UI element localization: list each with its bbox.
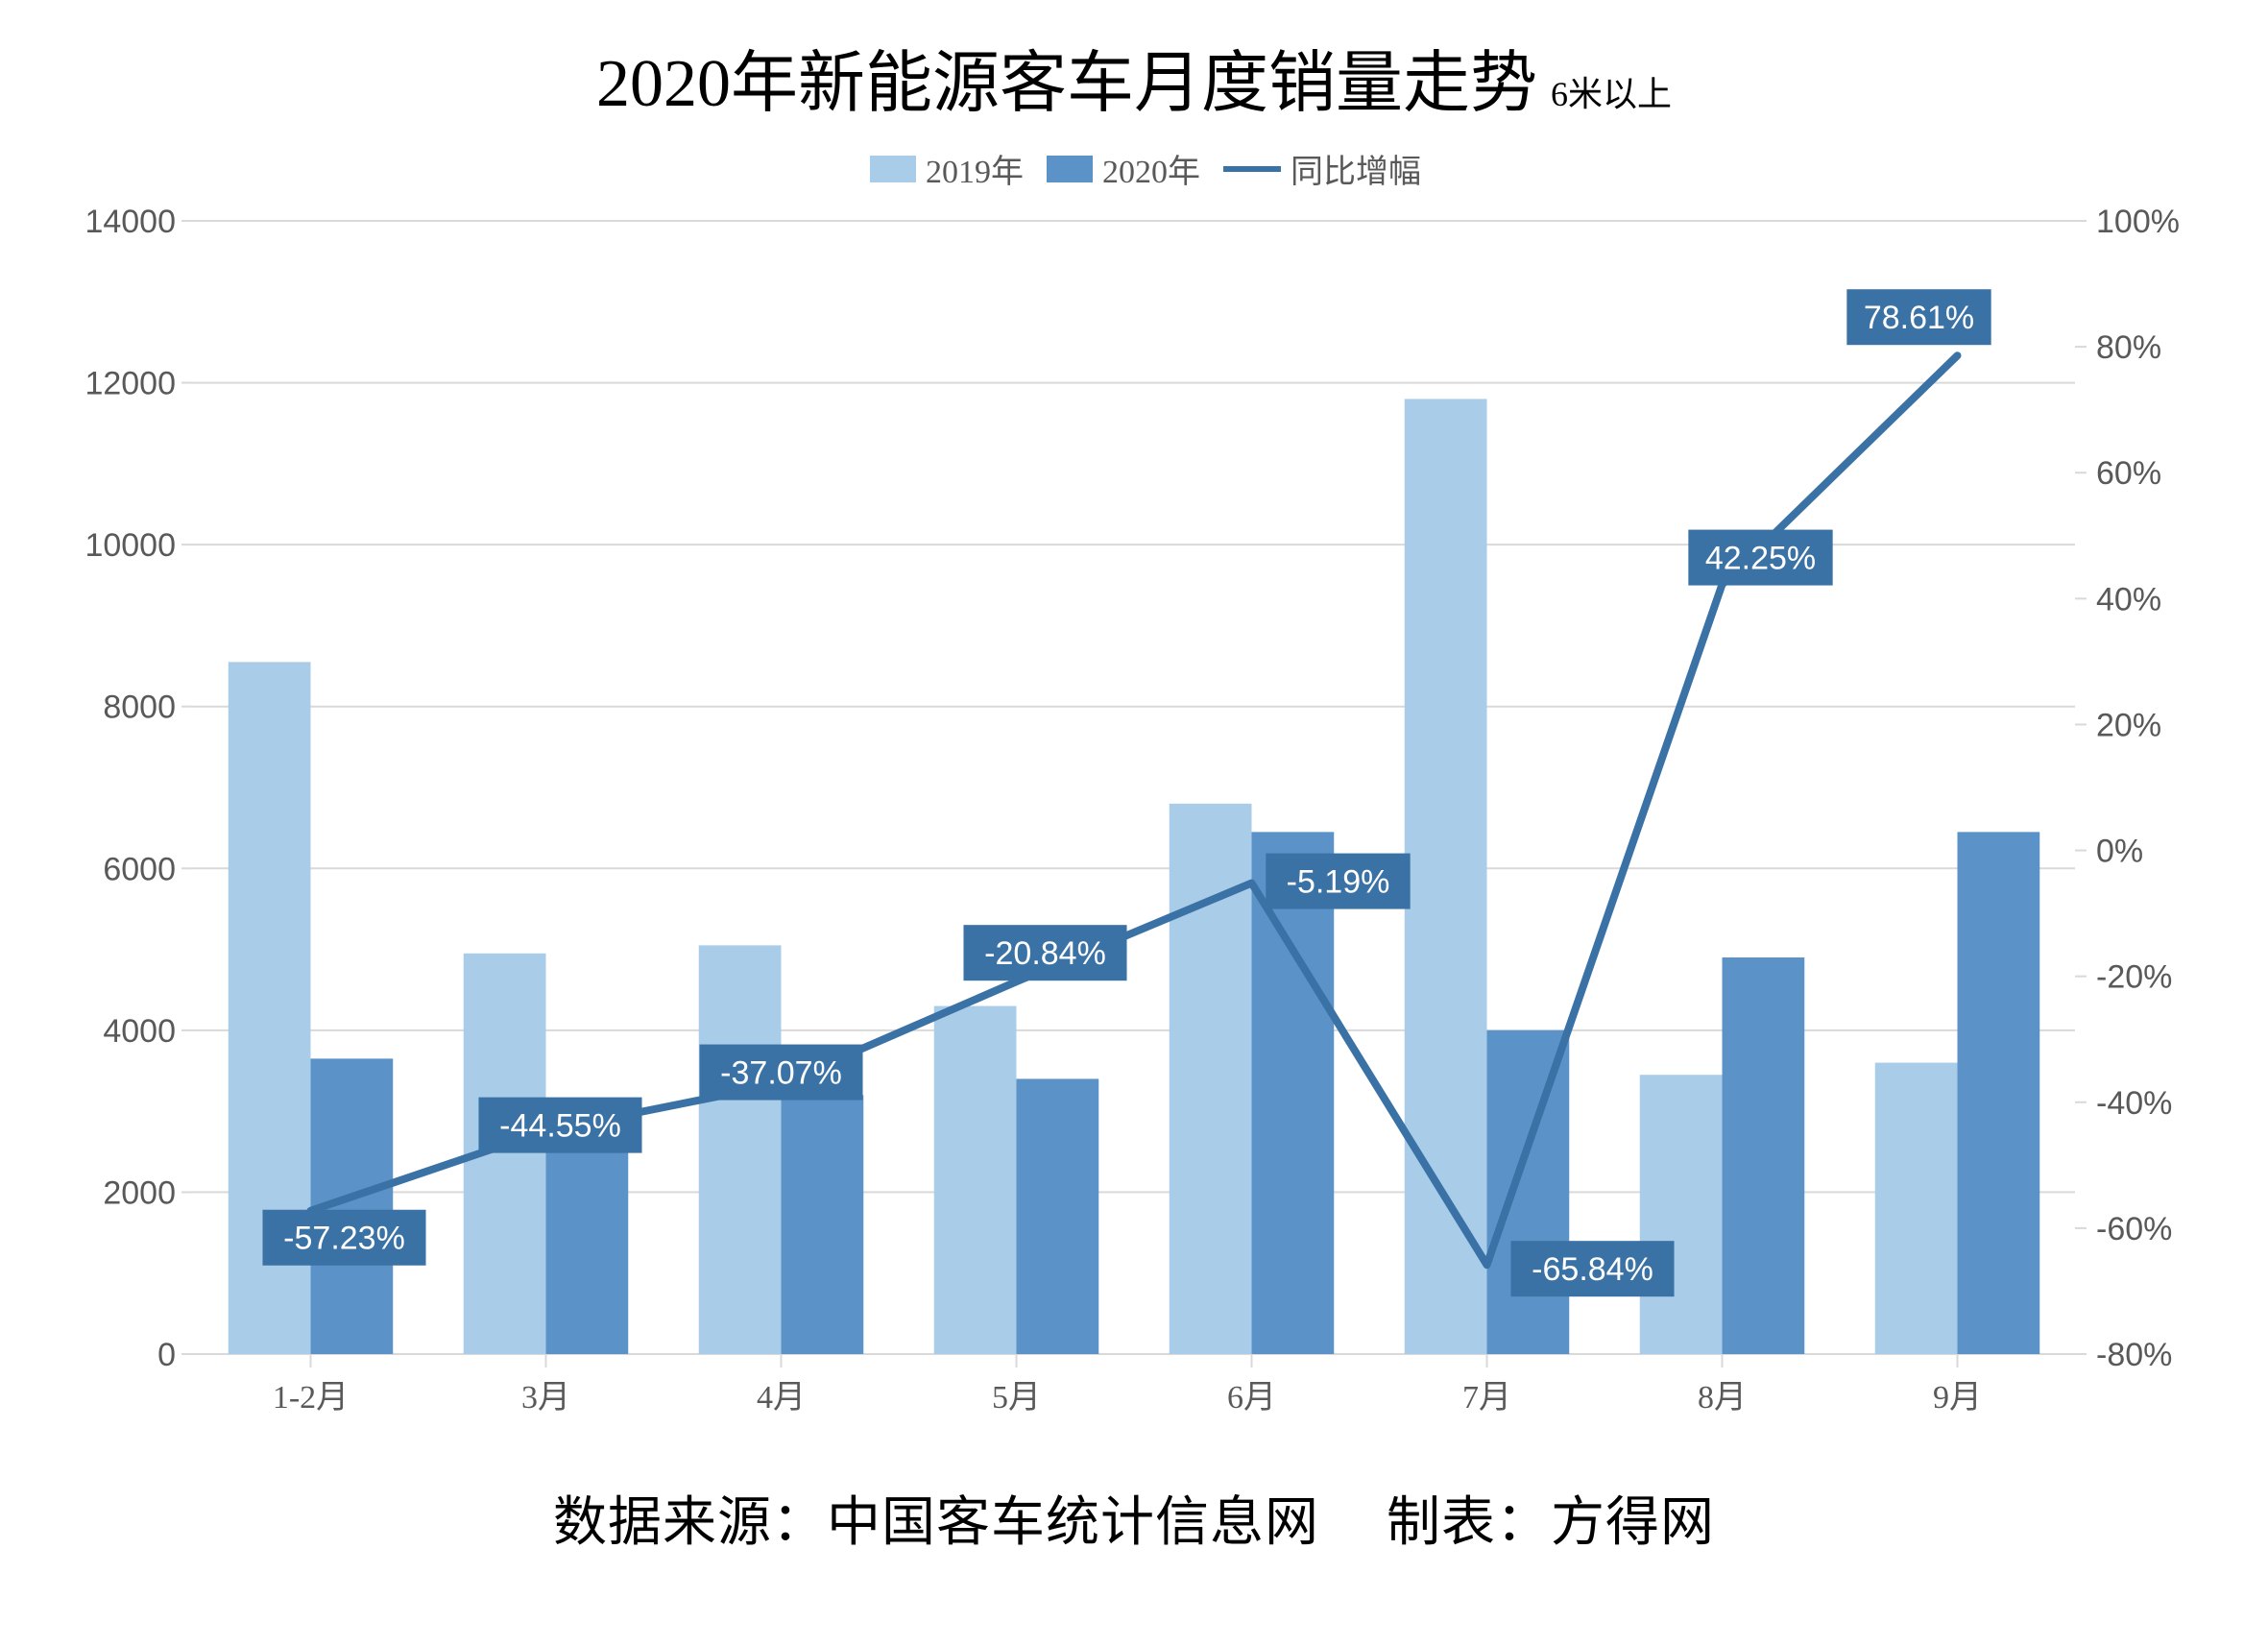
line-data-label: -65.84% xyxy=(1532,1251,1653,1288)
chart-subtitle: 6米以上 xyxy=(1551,75,1672,113)
chart-svg: 0 2000 4000 6000 8000 10000 12000 14000 -80% -60%… xyxy=(59,202,2209,1440)
y-right-tick-label: 0% xyxy=(2096,834,2143,870)
y-right-tick-label: 100% xyxy=(2096,204,2180,240)
y-right-tick-label: -20% xyxy=(2096,959,2172,996)
bar-2019 xyxy=(1640,1075,1723,1354)
y-right-tick-label: -80% xyxy=(2096,1337,2172,1373)
chart-legend: 2019年 2020年 同比增幅 xyxy=(48,145,2220,192)
x-category-label: 3月 xyxy=(521,1380,570,1416)
line-data-label: 78.61% xyxy=(1864,300,1974,336)
y-left-tick-label: 8000 xyxy=(103,690,176,726)
line-data-label: -37.07% xyxy=(720,1054,842,1091)
x-category-label: 7月 xyxy=(1462,1380,1511,1416)
line-data-label: -20.84% xyxy=(984,935,1106,972)
y-left-tick-label: 6000 xyxy=(103,851,176,887)
y-left-tick-label: 14000 xyxy=(84,204,176,240)
y-left-tick-label: 0 xyxy=(157,1337,176,1373)
chart-footer: 数据来源：中国客车统计信息网 制表：方得网 xyxy=(48,1479,2220,1557)
line-data-label: 42.25% xyxy=(1705,540,1816,576)
bar-2019 xyxy=(1405,399,1487,1354)
bar-2019 xyxy=(1875,1063,1958,1354)
footer-source-value: 中国客车统计信息网 xyxy=(827,1493,1319,1553)
footer-source-label: 数据来源： xyxy=(553,1493,827,1553)
chart-plot: 0 2000 4000 6000 8000 10000 12000 14000 -80% -60%… xyxy=(59,202,2209,1440)
footer-maker-value: 方得网 xyxy=(1551,1493,1715,1553)
chart-title-row: 2020年新能源客车月度销量走势 6米以上 xyxy=(48,29,2220,126)
line-data-label: -44.55% xyxy=(499,1108,621,1145)
bar-2020 xyxy=(546,1131,629,1354)
legend-swatch xyxy=(1047,156,1093,182)
legend-label: 同比增幅 xyxy=(1291,155,1421,190)
line-data-label: -5.19% xyxy=(1287,863,1390,900)
bar-2019 xyxy=(699,945,782,1354)
x-category-label: 1-2月 xyxy=(273,1380,349,1416)
x-category-label: 4月 xyxy=(757,1380,806,1416)
footer-maker-label: 制表： xyxy=(1387,1493,1551,1553)
y-right-tick-label: -40% xyxy=(2096,1085,2172,1122)
y-right-tick-label: 20% xyxy=(2096,707,2161,743)
y-left-tick-label: 12000 xyxy=(84,366,176,402)
chart-title: 2020年新能源客车月度销量走势 xyxy=(596,47,1537,121)
y-left-tick-label: 10000 xyxy=(84,527,176,564)
y-right-tick-label: 40% xyxy=(2096,581,2161,617)
legend-line xyxy=(1223,166,1281,172)
x-category-label: 9月 xyxy=(1933,1380,1982,1416)
bar-2020 xyxy=(1958,832,2040,1354)
line-data-label: -57.23% xyxy=(283,1221,405,1257)
bar-2020 xyxy=(1487,1030,1570,1354)
y-right-tick-label: 80% xyxy=(2096,329,2161,366)
legend-label: 2019年 xyxy=(926,155,1024,190)
y-left-tick-label: 2000 xyxy=(103,1174,176,1211)
x-category-label: 8月 xyxy=(1698,1380,1747,1416)
y-right-tick-label: 60% xyxy=(2096,455,2161,492)
bar-2020 xyxy=(782,1095,864,1354)
bar-2020 xyxy=(1017,1078,1099,1354)
y-left-tick-label: 4000 xyxy=(103,1013,176,1050)
x-category-label: 5月 xyxy=(992,1380,1041,1416)
x-category-label: 6月 xyxy=(1227,1380,1276,1416)
legend-label: 2020年 xyxy=(1102,155,1200,190)
legend-swatch xyxy=(870,156,916,182)
bar-2019 xyxy=(934,1006,1017,1354)
y-right-tick-label: -60% xyxy=(2096,1211,2172,1247)
bar-2020 xyxy=(1723,957,1805,1354)
